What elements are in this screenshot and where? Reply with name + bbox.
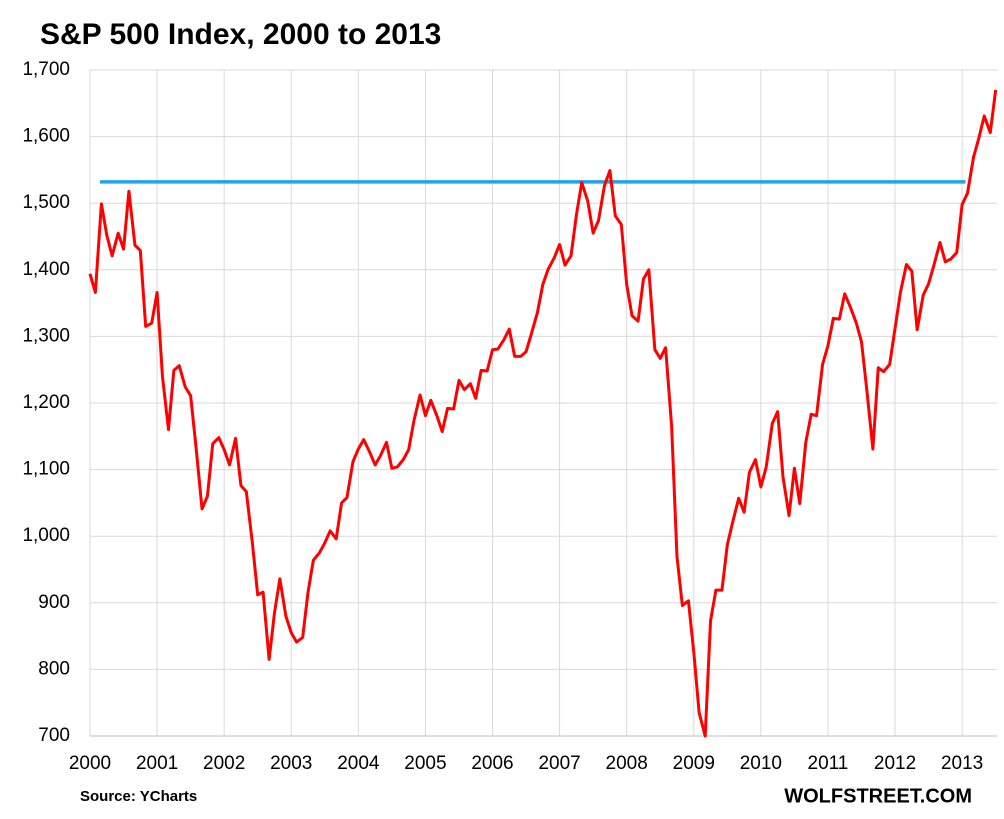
- series-line: [88, 89, 998, 738]
- x-tick-label: 2005: [404, 753, 446, 774]
- x-tick-label: 2011: [808, 753, 849, 774]
- y-tick-label: 1,600: [22, 126, 70, 147]
- x-tick-label: 2000: [69, 753, 111, 774]
- x-tick-label: 2010: [740, 753, 782, 774]
- x-tick-label: 2003: [270, 753, 312, 774]
- y-tick-label: 1,100: [22, 459, 70, 480]
- x-tick-label: 2008: [606, 753, 648, 774]
- y-tick-label: 700: [38, 725, 70, 746]
- x-tick-label: 2013: [941, 753, 983, 774]
- y-tick-label: 800: [38, 658, 70, 679]
- y-tick-label: 1,300: [22, 325, 70, 346]
- y-tick-label: 1,000: [22, 525, 70, 546]
- y-tick-label: 900: [38, 592, 70, 613]
- x-tick-label: 2004: [337, 753, 380, 774]
- y-tick-label: 1,500: [22, 192, 70, 213]
- x-tick-label: 2002: [203, 753, 245, 774]
- source: Source: YCharts: [80, 788, 197, 805]
- y-tick-label: 1,700: [22, 59, 70, 80]
- y-tick-label: 1,200: [22, 392, 70, 413]
- y-tick-label: 1,400: [22, 259, 70, 280]
- x-tick-label: 2009: [673, 753, 715, 774]
- x-tick-label: 2006: [471, 753, 513, 774]
- x-tick-label: 2012: [874, 753, 916, 774]
- chart-title: S&P 500 Index, 2000 to 2013: [40, 18, 441, 51]
- watermark: WOLFSTREET.COM: [784, 785, 972, 807]
- x-tick-label: 2001: [136, 753, 178, 774]
- x-tick-label: 2007: [538, 753, 580, 774]
